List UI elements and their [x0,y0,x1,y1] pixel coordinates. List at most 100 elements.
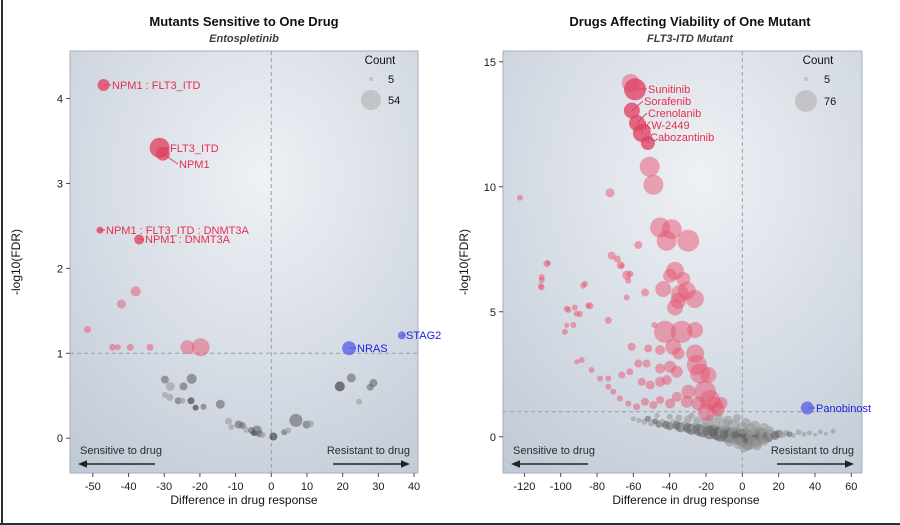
nonsignificant-point [346,373,356,383]
nonsignificant-point [187,397,195,405]
nonsignificant-point [722,415,733,426]
resistant-annotation: Resistant to drug [771,445,854,457]
significant-point [607,251,616,260]
labeled-sensitive-point [624,78,646,101]
x-tick-label: -10 [228,481,244,493]
y-tick-label: 3 [57,178,63,190]
y-tick-label: 4 [57,94,63,106]
frame-left-border [1,0,3,525]
chart-content-0: -50 -40 -30 -20 -10 0 10 20 30 40 0 1 2 3 4 NPM1 : FLT3… [57,50,441,493]
x-tick-label: -40 [121,481,137,493]
legend-small-bubble [804,77,808,81]
labeled-sensitive-point [96,226,104,234]
y-tick-label: 5 [490,307,496,319]
legend-large-label: 54 [388,95,400,107]
x-tick-label: -20 [192,481,208,493]
chart-title: Drugs Affecting Viability of One Mutant [569,14,811,29]
point-label: Panobinost [816,403,871,415]
y-tick-label: 10 [484,182,496,194]
significant-point [625,400,632,407]
nonsignificant-point [750,420,760,431]
significant-point [691,396,706,411]
significant-point [715,397,728,409]
nonsignificant-point [666,413,673,420]
point-label: Sunitinib [648,84,690,96]
nonsignificant-point [289,413,303,427]
nonsignificant-point [165,381,175,391]
nonsignificant-point [801,431,807,437]
significant-point [671,391,682,402]
nonsignificant-point [654,413,660,418]
nonsignificant-point [692,416,701,425]
significant-point [661,375,672,385]
y-tick-label: 2 [57,263,63,275]
significant-point [516,194,523,201]
nonsignificant-point [179,397,186,404]
point-label: KW-2449 [644,120,690,132]
nonsignificant-point [630,416,636,422]
labeled-sensitive-point [97,79,110,91]
significant-point [109,343,116,351]
nonsignificant-point [830,428,836,434]
nonsignificant-point [228,424,235,431]
significant-point [656,230,677,251]
legend-small-label: 5 [824,74,830,86]
significant-point [605,375,612,382]
legend-title: Count [803,55,834,67]
significant-point [538,277,545,283]
y-tick-label: 0 [490,432,496,444]
nonsignificant-point [269,432,278,441]
nonsignificant-point [765,426,774,435]
frame-bottom-border [0,523,900,525]
significant-point [545,260,551,266]
labeled-sensitive-point [155,146,170,161]
y-tick-label: 1 [57,348,63,360]
resistant-arrow-head [401,460,410,468]
nonsignificant-point [369,379,378,387]
nonsignificant-point [238,422,246,429]
point-label: NPM1 [179,159,210,171]
legend-small-label: 5 [388,74,394,86]
nonsignificant-point [688,412,695,419]
point-label: NPM1 : DNMT3A [145,234,231,246]
point-label: FLT3_ITD [170,143,219,155]
nonsignificant-point [817,429,823,435]
significant-point [563,305,570,312]
x-axis-title: Difference in drug response [170,493,318,507]
significant-point [616,261,625,270]
nonsignificant-point [813,432,817,437]
point-label: NPM1 : FLT3_ITD : DNMT3A [106,225,249,237]
significant-point [605,188,615,198]
nonsignificant-point [724,436,735,447]
significant-point [654,320,676,343]
legend-small-bubble [369,77,373,81]
nonsignificant-point [174,397,182,405]
point-label: Crenolanib [648,108,701,120]
plot-panel [69,50,419,474]
y-tick-label: 0 [57,433,63,445]
x-tick-label: 10 [301,481,313,493]
significant-point [578,357,585,363]
significant-point [643,174,664,195]
significant-point [685,290,704,308]
significant-point [634,359,643,368]
significant-point [616,395,623,402]
significant-point [649,401,658,409]
significant-point [670,320,693,343]
significant-point [700,367,717,383]
significant-point [633,403,641,411]
point-label: NRAS [357,343,388,355]
nonsignificant-point [225,417,232,425]
sensitive-arrow-head [78,460,87,468]
x-tick-label: -50 [85,481,101,493]
volcano-plot-mutants: -50 -40 -30 -20 -10 0 10 20 30 40 0 1 2 3 4 NPM1 : FLT3… [9,14,441,507]
nonsignificant-point [259,431,266,438]
nonsignificant-point [285,427,292,434]
nonsignificant-point [741,418,751,428]
significant-point [586,302,594,310]
significant-point [538,284,545,291]
nonsignificant-point [790,433,796,438]
nonsignificant-point [636,418,642,423]
x-tick-label: -20 [698,481,714,493]
